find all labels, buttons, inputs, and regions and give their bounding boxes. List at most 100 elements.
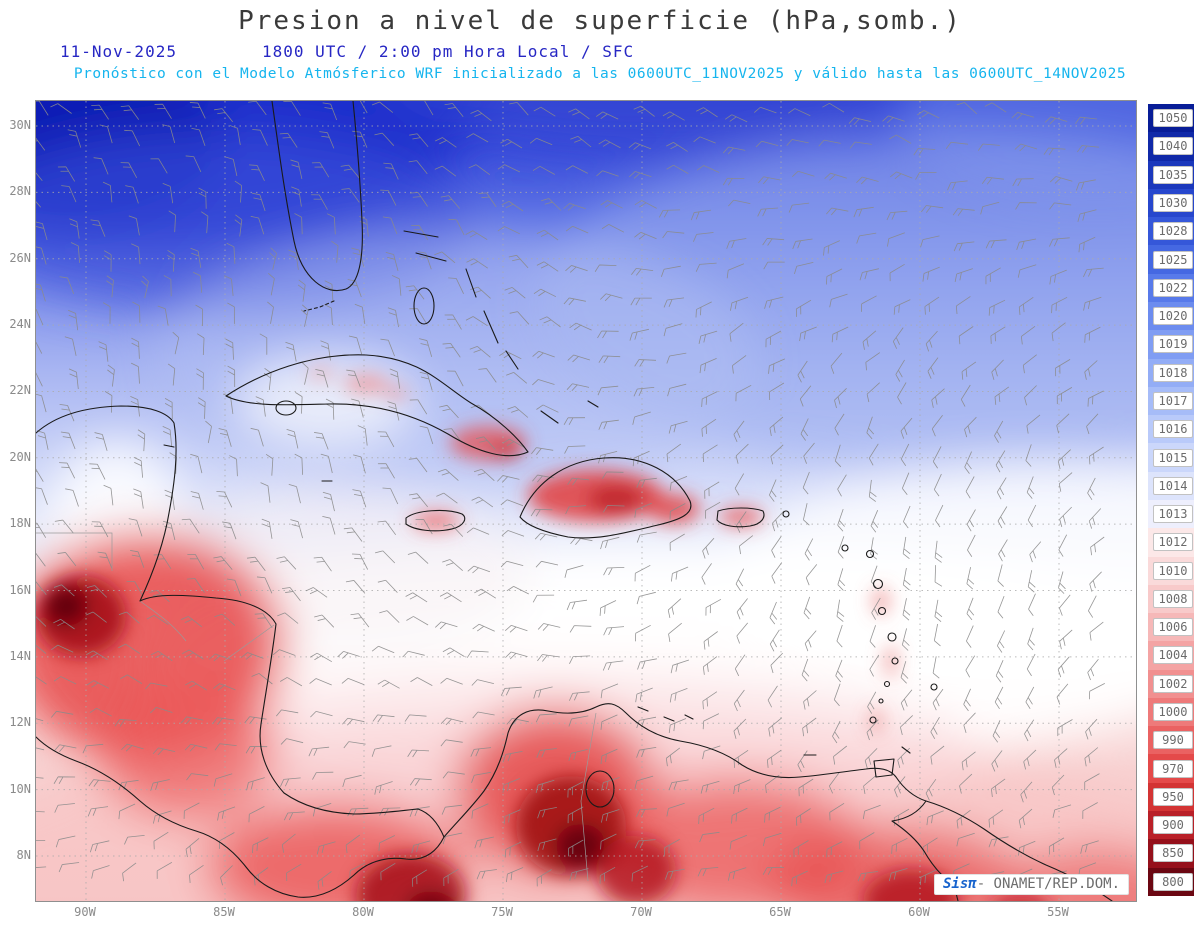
- colorbar-band: 1010: [1148, 556, 1194, 585]
- page-title: Presion a nivel de superficie (hPa,somb.…: [238, 6, 962, 36]
- lon-label: 90W: [74, 905, 96, 919]
- forecast-time: 1800 UTC / 2:00 pm Hora Local / SFC: [261, 42, 635, 61]
- lat-label: 12N: [9, 715, 31, 730]
- colorbar-band: 1028: [1148, 217, 1194, 246]
- lat-label: 10N: [9, 781, 31, 796]
- colorbar-band: 1014: [1148, 471, 1194, 500]
- colorbar-value: 1002: [1153, 674, 1193, 693]
- lat-lon-gridlines: [36, 101, 1136, 901]
- colorbar-band: 1025: [1148, 245, 1194, 274]
- lat-label: 18N: [9, 516, 31, 531]
- colorbar-value: 1016: [1153, 420, 1193, 439]
- colorbar-band: 1035: [1148, 160, 1194, 189]
- colorbar-band: 1030: [1148, 188, 1194, 218]
- colorbar-band: 1012: [1148, 528, 1194, 557]
- forecast-date: 11-Nov-2025: [60, 42, 177, 61]
- colorbar-value: 1014: [1153, 476, 1193, 495]
- coast-cuba: [225, 354, 529, 457]
- model-info-line: Pronóstico con el Modelo Atmósferico WRF…: [73, 66, 1127, 82]
- colorbar-band: 1006: [1148, 613, 1194, 642]
- colorbar-value: 1035: [1153, 165, 1193, 184]
- coast-jamaica: [405, 509, 466, 532]
- colorbar-band: 1040: [1148, 132, 1194, 161]
- map-canvas: [36, 101, 1136, 901]
- colorbar-value: 950: [1153, 787, 1193, 806]
- coast-pacific: [36, 736, 445, 898]
- colorbar-value: 1018: [1153, 363, 1193, 382]
- pressure-map: Sisπ- ONAMET/REP.DOM.: [35, 100, 1137, 902]
- colorbar-band: 1019: [1148, 330, 1194, 359]
- colorbar-value: 1028: [1153, 222, 1193, 241]
- colorbar-band: 900: [1148, 811, 1194, 840]
- colorbar-band: 1017: [1148, 386, 1194, 416]
- colorbar-value: 1025: [1153, 250, 1193, 269]
- colorbar-value: 1040: [1153, 137, 1193, 156]
- pressure-colorbar: 1050 1040 1035 1030 1028 1025 1022 1020 1019 1018…: [1148, 104, 1194, 896]
- colorbar-band: 1008: [1148, 584, 1194, 614]
- watermark-brand: Sisπ: [942, 876, 977, 892]
- colorbar-band: 1013: [1148, 499, 1194, 529]
- colorbar-band: 1022: [1148, 273, 1194, 302]
- colorbar-value: 1013: [1153, 505, 1193, 524]
- colorbar-value: 1015: [1153, 448, 1193, 467]
- lat-label: 14N: [9, 648, 31, 663]
- lat-label: 16N: [9, 582, 31, 597]
- colorbar-band: 1015: [1148, 443, 1194, 472]
- colorbar-band: 1002: [1148, 669, 1194, 698]
- lon-label: 75W: [491, 905, 513, 919]
- colorbar-value: 1022: [1153, 278, 1193, 297]
- lat-label: 20N: [9, 449, 31, 464]
- colorbar-band: 850: [1148, 839, 1194, 868]
- colorbar-value: 850: [1153, 844, 1193, 863]
- watermark-text: - ONAMET/REP.DOM.: [976, 876, 1120, 892]
- colorbar-value: 970: [1153, 759, 1193, 778]
- colorbar-value: 800: [1153, 872, 1193, 891]
- colorbar-value: 1017: [1153, 391, 1193, 410]
- colorbar-value: 1008: [1153, 589, 1193, 608]
- datetime-line: 11-Nov-2025 1800 UTC / 2:00 pm Hora Local…: [60, 42, 634, 61]
- lat-label: 8N: [16, 847, 31, 862]
- lat-label: 28N: [9, 184, 31, 199]
- colorbar-value: 1030: [1153, 193, 1193, 212]
- colorbar-band: 1004: [1148, 641, 1194, 670]
- lon-label: 70W: [630, 905, 652, 919]
- colorbar-band: 1016: [1148, 415, 1194, 444]
- lon-label: 85W: [213, 905, 235, 919]
- coast-south-america: [443, 703, 959, 901]
- coast-florida: [271, 101, 363, 291]
- coast-puerto-rico: [716, 507, 765, 528]
- colorbar-band: 1000: [1148, 697, 1194, 727]
- colorbar-band: 970: [1148, 754, 1194, 783]
- colorbar-value: 1012: [1153, 533, 1193, 552]
- colorbar-value: 1010: [1153, 561, 1193, 580]
- colorbar-band: 1020: [1148, 301, 1194, 331]
- colorbar-value: 1004: [1153, 646, 1193, 665]
- colorbar-band: 1018: [1148, 358, 1194, 387]
- lon-label: 55W: [1047, 905, 1069, 919]
- lon-label: 60W: [908, 905, 930, 919]
- colorbar-value: 900: [1153, 816, 1193, 835]
- coast-central-america: [36, 405, 445, 838]
- lat-label: 24N: [9, 317, 31, 332]
- wind-barbs: [36, 101, 1105, 890]
- coast-florida-keys: [303, 300, 335, 312]
- colorbar-value: 1050: [1153, 109, 1193, 128]
- colorbar-band: 1050: [1148, 104, 1194, 133]
- lon-label: 80W: [352, 905, 374, 919]
- colorbar-band: 990: [1148, 726, 1194, 755]
- coast-hispaniola: [519, 457, 692, 539]
- lat-label: 22N: [9, 383, 31, 398]
- country-borders: [36, 532, 597, 882]
- colorbar-value: 1000: [1153, 703, 1193, 722]
- lat-label: 26N: [9, 250, 31, 265]
- watermark: Sisπ- ONAMET/REP.DOM.: [933, 874, 1129, 895]
- colorbar-value: 1006: [1153, 618, 1193, 637]
- lat-label: 30N: [9, 118, 31, 132]
- colorbar-value: 990: [1153, 731, 1193, 750]
- colorbar-band: 950: [1148, 782, 1194, 812]
- lon-label: 65W: [769, 905, 791, 919]
- colorbar-value: 1020: [1153, 307, 1193, 326]
- colorbar-value: 1019: [1153, 335, 1193, 354]
- colorbar-band: 800: [1148, 867, 1194, 896]
